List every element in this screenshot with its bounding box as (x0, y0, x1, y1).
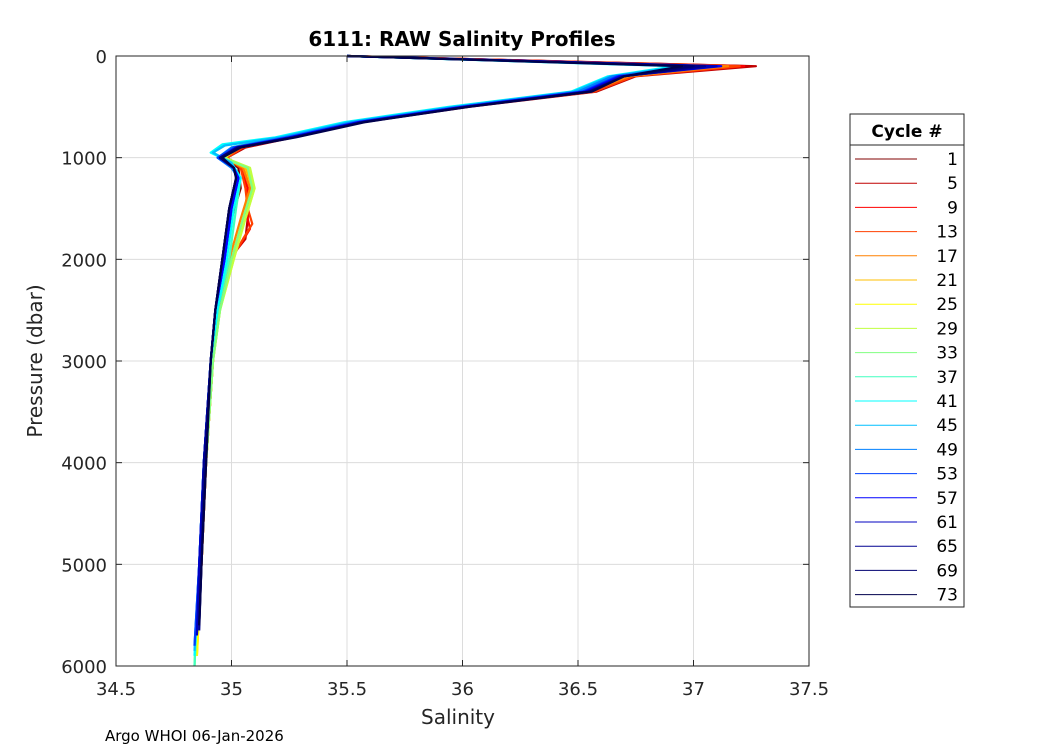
profile-series (193, 54, 758, 667)
legend-label-cycle-21: 21 (936, 271, 958, 291)
legend-box (849, 113, 965, 608)
legend-label-cycle-41: 41 (936, 392, 958, 412)
y-tick-label: 1000 (61, 149, 107, 170)
y-tick-label: 3000 (61, 352, 107, 373)
legend-label-cycle-25: 25 (936, 295, 958, 315)
legend-label-cycle-61: 61 (936, 513, 958, 533)
legend-label-cycle-1: 1 (947, 150, 958, 170)
legend-label-cycle-45: 45 (936, 416, 958, 436)
x-tick-label: 35 (220, 679, 243, 700)
legend-label-cycle-29: 29 (936, 319, 958, 339)
y-tick-label: 5000 (61, 555, 107, 576)
x-tick-label: 36.5 (558, 679, 598, 700)
footer-stamp: Argo WHOI 06-Jan-2026 (105, 727, 284, 745)
x-tick-label: 34.5 (96, 679, 136, 700)
legend-label-cycle-49: 49 (936, 440, 958, 460)
x-tick-label: 35.5 (327, 679, 367, 700)
legend-label-cycle-69: 69 (936, 561, 958, 581)
y-tick-label: 6000 (61, 657, 107, 678)
series-line-cycle-73 (198, 54, 684, 626)
chart-title: 6111: RAW Salinity Profiles (308, 27, 615, 51)
y-tick-label: 0 (96, 47, 107, 68)
legend: Cycle # 1 5 9 13 17 21 25 29 33 37 41 45 49 53 57 61 65 6… (849, 113, 965, 608)
legend-label-cycle-65: 65 (936, 537, 958, 557)
legend-title: Cycle # (871, 122, 942, 142)
y-axis-label: Pressure (dbar) (23, 284, 47, 437)
grid-lines (116, 56, 809, 666)
legend-label-cycle-53: 53 (936, 465, 958, 485)
y-tick-label: 2000 (61, 250, 107, 271)
x-tick-label: 36 (451, 679, 474, 700)
legend-label-cycle-33: 33 (936, 344, 958, 364)
legend-label-cycle-17: 17 (936, 247, 958, 267)
legend-label-cycle-57: 57 (936, 489, 958, 509)
y-tick-label: 4000 (61, 454, 107, 475)
legend-label-cycle-13: 13 (936, 223, 958, 243)
axis-ticks: 34.5 35 35.5 36 36.5 37 37.5 0 1000 2000 3000 4000 5… (61, 47, 829, 700)
legend-label-cycle-5: 5 (947, 174, 958, 194)
x-tick-label: 37 (682, 679, 705, 700)
x-axis-label: Salinity (421, 705, 495, 729)
x-tick-label: 37.5 (789, 679, 829, 700)
legend-label-cycle-73: 73 (936, 586, 958, 606)
legend-label-cycle-9: 9 (947, 198, 958, 218)
legend-label-cycle-37: 37 (936, 368, 958, 388)
